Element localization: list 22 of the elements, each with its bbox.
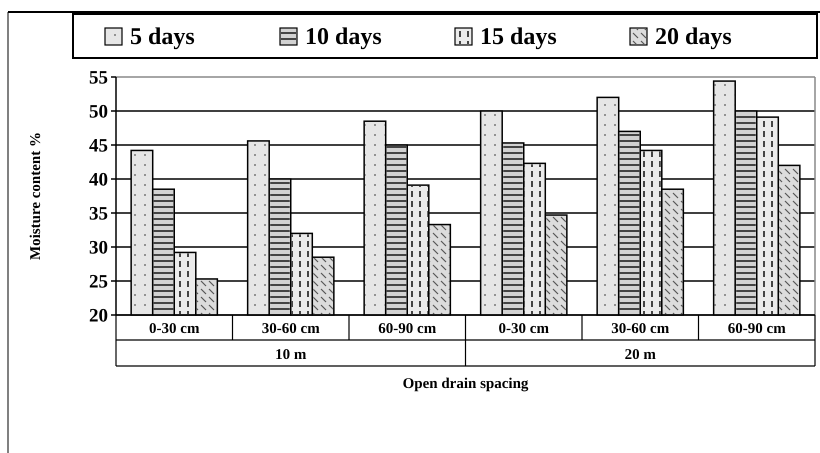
legend-label: 10 days	[305, 24, 382, 50]
x-axis-title: Open drain spacing	[402, 376, 529, 392]
x-tick-label: 0-30 cm	[498, 321, 550, 337]
x-tick-label: 60-90 cm	[378, 321, 437, 337]
x-tick-label: 60-90 cm	[728, 321, 786, 337]
text: 20 m	[624, 347, 656, 363]
y-axis-title: Moisture content %	[28, 132, 44, 260]
y-tick-label: 30	[89, 238, 108, 259]
y-tick-label: 40	[89, 170, 108, 191]
x-tick-label: 30-60 cm	[611, 321, 670, 337]
text: 10 m	[275, 347, 307, 363]
y-tick-label: 35	[89, 204, 108, 225]
y-tick-label: 25	[89, 272, 108, 293]
y-tick-label: 20	[89, 306, 108, 327]
legend-label: 20 days	[655, 24, 732, 50]
x-tick-label: 30-60 cm	[262, 321, 320, 337]
y-tick-label: 50	[89, 102, 108, 123]
x-tick-label: 0-30 cm	[149, 321, 200, 337]
y-tick-label: 55	[89, 68, 108, 89]
legend-label: 5 days	[130, 24, 195, 50]
legend-label: 15 days	[480, 24, 557, 50]
y-tick-label: 45	[89, 136, 108, 157]
